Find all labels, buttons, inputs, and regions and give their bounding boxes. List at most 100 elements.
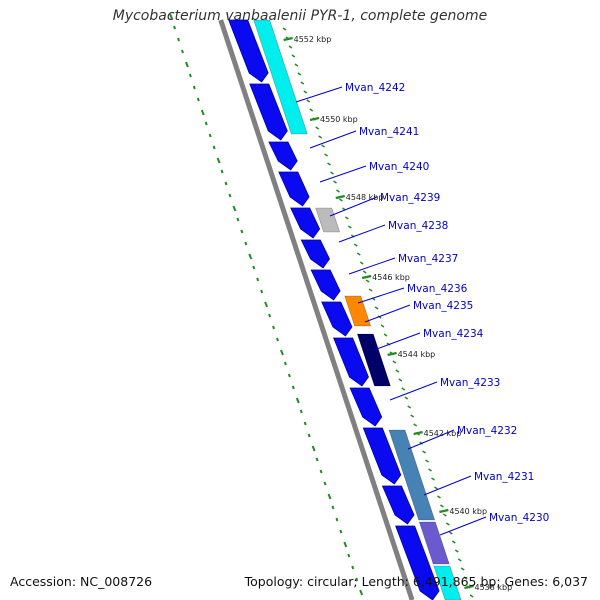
scale-tick — [309, 108, 314, 112]
gene-label[interactable]: Mvan_4237 — [398, 253, 458, 265]
scale-tick — [437, 495, 441, 499]
gene-label[interactable]: Mvan_4233 — [440, 377, 500, 389]
cds-arrow[interactable] — [321, 301, 353, 337]
kbp-label: 4544 kbp — [398, 350, 436, 359]
cds-arrow[interactable] — [290, 207, 321, 239]
cds-arrow[interactable] — [349, 387, 383, 427]
gene-label[interactable]: Mvan_4238 — [388, 220, 448, 232]
ring-dot — [347, 553, 351, 558]
gene-label[interactable]: Mvan_4232 — [457, 425, 517, 437]
scale-tick — [336, 189, 340, 193]
scale-tick — [374, 306, 379, 310]
scale-tick — [365, 279, 370, 283]
scale-tick — [288, 45, 293, 49]
slateblue-feature[interactable] — [418, 521, 450, 565]
scale-tick — [321, 144, 326, 148]
ring-dot — [260, 289, 264, 294]
cds-arrow[interactable] — [381, 485, 415, 525]
gene-label[interactable]: Mvan_4231 — [474, 471, 534, 483]
kbp-label: 4550 kbp — [320, 115, 358, 124]
cds-arrow[interactable] — [228, 19, 269, 83]
cds-arrow[interactable] — [278, 171, 310, 207]
major-tick — [464, 584, 474, 590]
gene-label[interactable]: Mvan_4235 — [413, 300, 473, 312]
backbone-line — [218, 19, 415, 600]
cyan-feature-top[interactable] — [253, 19, 308, 135]
cds-arrow[interactable] — [249, 83, 288, 141]
cds-arrow[interactable] — [362, 427, 402, 485]
gene-label[interactable]: Mvan_4234 — [423, 328, 484, 340]
ring-dot — [272, 325, 275, 330]
steelblue-feature[interactable] — [388, 429, 436, 521]
scale-tick — [333, 180, 337, 184]
ring-dot — [200, 109, 205, 116]
ring-dot — [351, 565, 355, 570]
navy-feature[interactable] — [356, 333, 391, 387]
gene-label[interactable]: Mvan_4236 — [407, 283, 468, 295]
gene-label[interactable]: Mvan_4239 — [380, 192, 440, 204]
scale-tick — [451, 540, 456, 544]
scale-tick — [368, 288, 373, 292]
kbp-label: 4538 kbp — [474, 583, 512, 592]
ring-dot — [220, 169, 224, 174]
kbp-label: 4540 kbp — [449, 507, 487, 516]
gene-label[interactable]: Mvan_4242 — [345, 82, 405, 94]
accession-text: Accession: NC_008726 — [10, 574, 153, 589]
scale-tick — [392, 360, 397, 364]
ring-dot — [196, 97, 200, 102]
scale-tick — [294, 63, 299, 67]
scale-tick — [434, 486, 438, 490]
ring-dot — [315, 457, 319, 462]
major-tick — [309, 116, 320, 122]
cyan-feature-bottom[interactable] — [433, 565, 462, 600]
scale-tick — [339, 198, 343, 202]
scale-tick — [445, 522, 450, 526]
scale-tick — [315, 126, 320, 130]
cds-arrow[interactable] — [310, 269, 341, 301]
ring-dot — [331, 505, 335, 510]
label-leader — [329, 196, 378, 217]
ring-dot — [224, 181, 228, 186]
label-leader — [423, 475, 472, 496]
scale-tick — [303, 90, 308, 94]
label-leader — [309, 130, 357, 149]
ring-dot — [339, 529, 343, 534]
scale-tick — [463, 576, 468, 580]
ring-dot — [184, 61, 189, 68]
cds-arrow[interactable] — [333, 337, 369, 387]
major-tick — [335, 194, 345, 200]
scale-tick — [327, 162, 331, 166]
gene-label[interactable]: Mvan_4241 — [359, 126, 419, 138]
ring-dot — [323, 481, 327, 486]
label-leader — [338, 224, 386, 243]
ring-dot — [343, 541, 348, 548]
gene-label[interactable]: Mvan_4240 — [369, 161, 429, 173]
major-tick — [283, 36, 293, 42]
label-leader — [348, 257, 396, 275]
label-leader — [389, 381, 438, 401]
topology-summary: Topology: circular; Length: 6,491,865 bp… — [244, 574, 588, 589]
ring-dot — [280, 349, 284, 356]
major-tick — [361, 274, 372, 280]
cds-arrow[interactable] — [300, 239, 331, 269]
ring-dot — [192, 85, 196, 90]
gene-label[interactable]: Mvan_4230 — [489, 512, 549, 524]
label-leader — [319, 165, 367, 183]
cds-arrow[interactable] — [268, 141, 298, 171]
scale-tick — [454, 549, 459, 553]
ring-dot — [264, 301, 269, 308]
scale-tick — [291, 54, 296, 58]
scale-tick — [442, 513, 447, 517]
ring-dot — [188, 73, 192, 78]
orange-feature[interactable] — [344, 295, 372, 327]
scale-tick — [318, 135, 323, 139]
cds-arrow[interactable] — [395, 525, 440, 600]
scale-tick — [330, 171, 334, 175]
kbp-label: 4546 kbp — [372, 273, 410, 282]
ring-dot — [216, 157, 221, 164]
label-leader — [357, 287, 405, 304]
scale-tick — [300, 81, 305, 85]
scale-tick — [359, 261, 364, 265]
scale-tick — [282, 27, 287, 31]
